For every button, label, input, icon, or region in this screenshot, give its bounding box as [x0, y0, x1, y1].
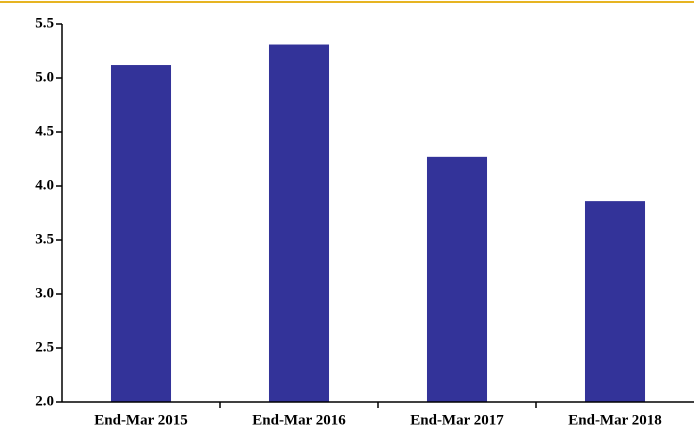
x-tick-label: End-Mar 2018: [568, 412, 661, 428]
y-tick-label: 5.0: [35, 69, 54, 85]
y-tick-label: 3.0: [35, 285, 54, 301]
x-tick-label: End-Mar 2017: [410, 412, 504, 428]
y-tick-label: 2.0: [35, 393, 54, 409]
bar: [584, 201, 646, 402]
y-tick-label: 3.5: [35, 231, 54, 247]
y-tick-label: 4.0: [35, 177, 54, 193]
x-tick-label: End-Mar 2016: [252, 412, 346, 428]
y-tick-label: 5.5: [35, 15, 54, 31]
x-tick-label: End-Mar 2015: [94, 412, 187, 428]
bar: [426, 156, 488, 402]
bar: [110, 65, 172, 402]
y-tick-label: 4.5: [35, 123, 54, 139]
bar: [268, 44, 330, 403]
y-tick-label: 2.5: [35, 339, 54, 355]
